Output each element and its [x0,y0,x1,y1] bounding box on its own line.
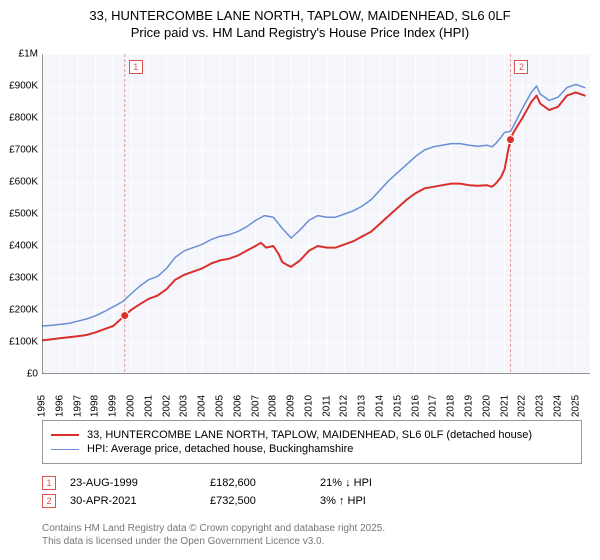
sale-date: 23-AUG-1999 [70,477,210,489]
x-tick-label: 2019 [464,395,475,417]
x-tick-label: 2025 [570,395,581,417]
y-tick-label: £200K [9,305,38,316]
x-tick-label: 2003 [179,395,190,417]
sales-table: 1 23-AUG-1999 £182,600 21% ↓ HPI 2 30-AP… [42,472,582,512]
title-line-2: Price paid vs. HM Land Registry's House … [10,25,590,40]
footer-line-2: This data is licensed under the Open Gov… [42,535,582,548]
legend-row: HPI: Average price, detached house, Buck… [51,443,573,455]
x-tick-label: 2020 [481,395,492,417]
legend-swatch [51,434,79,436]
sale-date: 30-APR-2021 [70,495,210,507]
sales-row: 2 30-APR-2021 £732,500 3% ↑ HPI [42,494,582,508]
sale-delta: 21% ↓ HPI [320,477,440,489]
chart-title: 33, HUNTERCOMBE LANE NORTH, TAPLOW, MAID… [0,0,600,46]
y-tick-label: £600K [9,177,38,188]
y-tick-label: £300K [9,273,38,284]
y-tick-label: £800K [9,113,38,124]
footer-attribution: Contains HM Land Registry data © Crown c… [42,522,582,548]
x-tick-label: 2006 [232,395,243,417]
sale-price: £182,600 [210,477,320,489]
x-tick-label: 2018 [446,395,457,417]
legend-row: 33, HUNTERCOMBE LANE NORTH, TAPLOW, MAID… [51,429,573,441]
x-tick-label: 2004 [197,395,208,417]
x-tick-label: 2001 [143,395,154,417]
y-axis-ticks: £0£100K£200K£300K£400K£500K£600K£700K£80… [0,54,42,374]
x-tick-label: 2023 [535,395,546,417]
sale-marker-badge: 2 [42,494,56,508]
x-tick-label: 1996 [54,395,65,417]
x-tick-label: 2009 [286,395,297,417]
x-tick-label: 1999 [108,395,119,417]
x-tick-label: 2011 [321,395,332,417]
x-tick-label: 2005 [214,395,225,417]
legend-swatch [51,449,79,450]
x-tick-label: 2016 [410,395,421,417]
x-tick-label: 2022 [517,395,528,417]
x-tick-label: 2014 [375,395,386,417]
x-tick-label: 2000 [125,395,136,417]
legend-label: HPI: Average price, detached house, Buck… [87,443,353,455]
plot-svg [42,54,590,374]
x-tick-label: 1995 [37,395,48,417]
x-axis-ticks: 1995199619971998199920002001200220032004… [42,376,590,416]
chart-container: £0 £100K £200K £300K £400K £500K £600K £700K £80… [0,46,600,416]
x-tick-label: 2012 [339,395,350,417]
sale-marker-box: 1 [129,60,143,74]
x-tick-label: 1998 [90,395,101,417]
sale-price: £732,500 [210,495,320,507]
x-tick-label: 2010 [303,395,314,417]
sales-row: 1 23-AUG-1999 £182,600 21% ↓ HPI [42,476,582,490]
x-tick-label: 2021 [499,395,510,417]
footer-line-1: Contains HM Land Registry data © Crown c… [42,522,582,535]
x-tick-label: 2002 [161,395,172,417]
x-tick-label: 2017 [428,395,439,417]
x-tick-label: 2013 [357,395,368,417]
sale-delta: 3% ↑ HPI [320,495,440,507]
plot-area: 12 [42,54,590,374]
y-tick-label: £900K [9,81,38,92]
y-tick-label: £500K [9,209,38,220]
y-tick-label: £100K [9,337,38,348]
y-tick-label: £400K [9,241,38,252]
x-tick-label: 2015 [392,395,403,417]
x-tick-label: 2007 [250,395,261,417]
legend-box: 33, HUNTERCOMBE LANE NORTH, TAPLOW, MAID… [42,420,582,464]
y-tick-label: £0 [27,369,38,380]
x-tick-label: 2024 [552,395,563,417]
sale-marker-badge: 1 [42,476,56,490]
y-tick-label: £700K [9,145,38,156]
x-tick-label: 1997 [72,395,83,417]
legend-label: 33, HUNTERCOMBE LANE NORTH, TAPLOW, MAID… [87,429,532,441]
title-line-1: 33, HUNTERCOMBE LANE NORTH, TAPLOW, MAID… [10,8,590,23]
sale-marker-box: 2 [514,60,528,74]
y-tick-label: £1M [19,49,38,60]
x-tick-label: 2008 [268,395,279,417]
